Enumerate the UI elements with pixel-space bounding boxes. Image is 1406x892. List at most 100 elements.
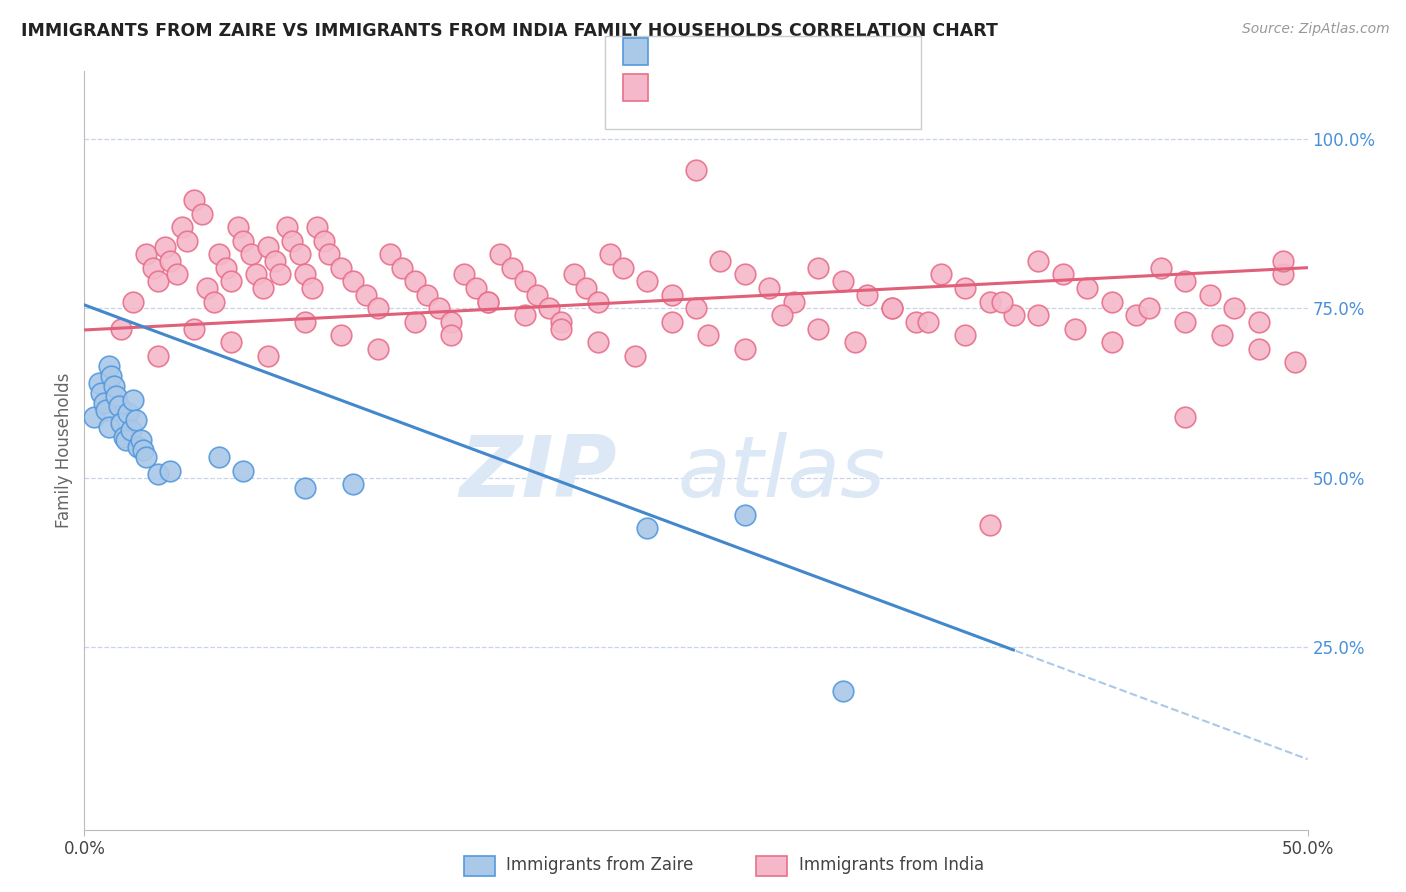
Point bbox=[636, 521, 658, 535]
Point bbox=[953, 328, 976, 343]
Point bbox=[1028, 254, 1050, 268]
Point bbox=[294, 481, 316, 495]
Point bbox=[929, 268, 952, 282]
Point bbox=[146, 274, 169, 288]
Point bbox=[367, 301, 389, 316]
Point bbox=[195, 281, 218, 295]
Point bbox=[191, 206, 214, 220]
Point bbox=[1174, 315, 1197, 329]
Point bbox=[1174, 274, 1197, 288]
Point bbox=[215, 260, 238, 275]
Point bbox=[880, 301, 903, 316]
Point bbox=[281, 234, 304, 248]
Point bbox=[232, 234, 254, 248]
Point bbox=[125, 413, 148, 427]
Point bbox=[232, 464, 254, 478]
Point bbox=[685, 301, 707, 316]
Point bbox=[159, 254, 181, 268]
Point bbox=[1284, 355, 1306, 369]
Point bbox=[208, 247, 231, 261]
Point bbox=[586, 335, 609, 350]
Point bbox=[269, 268, 291, 282]
Point bbox=[856, 287, 879, 301]
Point bbox=[122, 392, 145, 407]
Point bbox=[709, 254, 731, 268]
Point bbox=[550, 321, 572, 335]
Point bbox=[844, 335, 866, 350]
Point bbox=[122, 294, 145, 309]
Point bbox=[1028, 308, 1050, 322]
Point bbox=[1272, 254, 1295, 268]
Point bbox=[1198, 287, 1220, 301]
Point bbox=[257, 349, 280, 363]
Point bbox=[758, 281, 780, 295]
Point bbox=[93, 396, 115, 410]
Point bbox=[1272, 268, 1295, 282]
Point bbox=[562, 268, 585, 282]
Point bbox=[107, 400, 129, 414]
Point bbox=[142, 260, 165, 275]
Point bbox=[526, 287, 548, 301]
Point bbox=[342, 274, 364, 288]
Point bbox=[440, 315, 463, 329]
Point bbox=[697, 328, 720, 343]
Point bbox=[367, 342, 389, 356]
Point bbox=[831, 274, 853, 288]
Point bbox=[208, 450, 231, 465]
Text: R = -0.417   N =   31: R = -0.417 N = 31 bbox=[657, 52, 830, 70]
Point bbox=[502, 260, 524, 275]
Point bbox=[477, 294, 499, 309]
Point bbox=[318, 247, 340, 261]
Point bbox=[586, 294, 609, 309]
Point bbox=[132, 443, 155, 458]
Point bbox=[427, 301, 450, 316]
Point bbox=[1137, 301, 1160, 316]
Point bbox=[831, 683, 853, 698]
Y-axis label: Family Households: Family Households bbox=[55, 373, 73, 528]
Point bbox=[770, 308, 793, 322]
Point bbox=[513, 274, 536, 288]
Point bbox=[146, 467, 169, 482]
Point bbox=[97, 359, 120, 373]
Point bbox=[87, 376, 110, 390]
Point bbox=[734, 342, 756, 356]
Point bbox=[404, 315, 426, 329]
Point bbox=[807, 321, 830, 335]
Point bbox=[979, 294, 1001, 309]
Point bbox=[953, 281, 976, 295]
Point bbox=[624, 349, 647, 363]
Text: Immigrants from Zaire: Immigrants from Zaire bbox=[506, 856, 693, 874]
Point bbox=[1064, 321, 1087, 335]
Point bbox=[1223, 301, 1246, 316]
Text: IMMIGRANTS FROM ZAIRE VS IMMIGRANTS FROM INDIA FAMILY HOUSEHOLDS CORRELATION CHA: IMMIGRANTS FROM ZAIRE VS IMMIGRANTS FROM… bbox=[21, 22, 998, 40]
Point bbox=[354, 287, 377, 301]
Point bbox=[807, 260, 830, 275]
Text: R =  0.206   N = 124: R = 0.206 N = 124 bbox=[657, 87, 830, 105]
Point bbox=[294, 315, 316, 329]
Point bbox=[538, 301, 561, 316]
Point bbox=[96, 402, 118, 417]
Text: atlas: atlas bbox=[678, 432, 886, 515]
Point bbox=[612, 260, 634, 275]
Point bbox=[117, 406, 139, 420]
Point bbox=[146, 349, 169, 363]
Point bbox=[135, 450, 157, 465]
Point bbox=[239, 247, 262, 261]
Point bbox=[183, 193, 205, 207]
Point bbox=[734, 508, 756, 522]
Point bbox=[661, 315, 683, 329]
Point bbox=[636, 274, 658, 288]
Point bbox=[219, 274, 242, 288]
Point bbox=[330, 328, 353, 343]
Point bbox=[83, 409, 105, 424]
Point bbox=[172, 220, 194, 235]
Point bbox=[880, 301, 903, 316]
Point bbox=[129, 434, 152, 448]
Point bbox=[166, 268, 188, 282]
Point bbox=[979, 517, 1001, 532]
Point bbox=[90, 385, 112, 400]
Point bbox=[1101, 294, 1123, 309]
Point bbox=[416, 287, 439, 301]
Point bbox=[135, 247, 157, 261]
Point bbox=[305, 220, 328, 235]
